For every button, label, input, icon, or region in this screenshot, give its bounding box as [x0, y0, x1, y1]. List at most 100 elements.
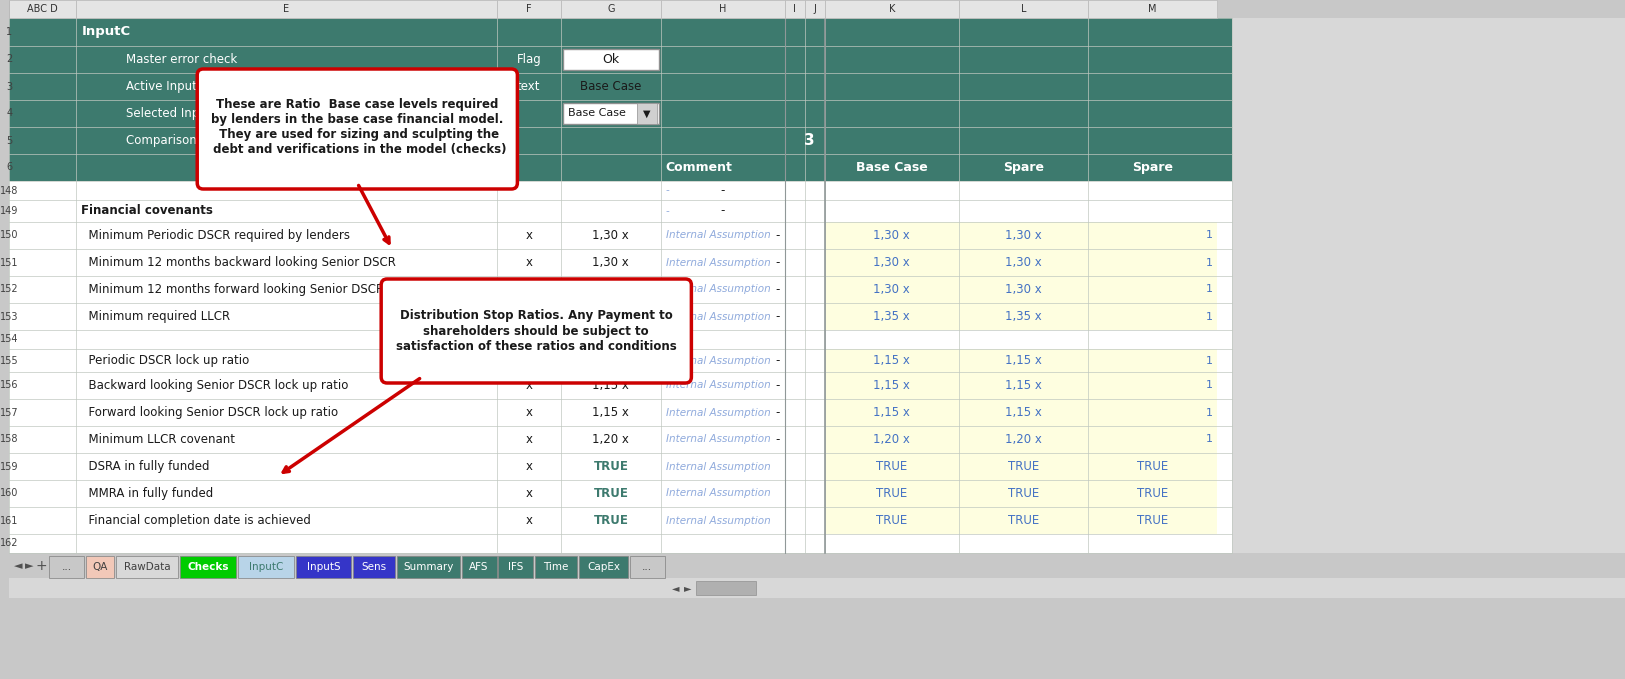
- Bar: [10, 18, 1232, 553]
- Bar: [10, 399, 1232, 426]
- Bar: [824, 507, 959, 534]
- Bar: [824, 0, 959, 18]
- Text: Spare: Spare: [1133, 161, 1173, 174]
- Text: -: -: [775, 310, 780, 323]
- Text: Internal Assumption: Internal Assumption: [666, 462, 770, 471]
- Text: 6: 6: [6, 162, 13, 172]
- Text: Backward looking Senior DSCR lock up ratio: Backward looking Senior DSCR lock up rat…: [81, 379, 348, 392]
- Text: 3: 3: [6, 81, 13, 92]
- Bar: [10, 200, 1232, 222]
- Bar: [1089, 222, 1217, 249]
- Text: 1,15 x: 1,15 x: [873, 379, 910, 392]
- Bar: [10, 222, 1232, 249]
- Bar: [180, 556, 236, 578]
- FancyBboxPatch shape: [382, 279, 691, 383]
- Bar: [115, 556, 179, 578]
- Text: H: H: [718, 4, 726, 14]
- Text: 3: 3: [804, 133, 816, 148]
- Text: TRUE: TRUE: [1138, 514, 1168, 527]
- Text: 2: 2: [6, 54, 13, 65]
- Text: InputC: InputC: [81, 26, 132, 39]
- Text: 1,15 x: 1,15 x: [1004, 379, 1042, 392]
- Text: 1: 1: [1206, 285, 1212, 295]
- Bar: [10, 100, 1232, 127]
- Bar: [824, 222, 959, 249]
- Bar: [237, 556, 294, 578]
- Text: x: x: [525, 406, 533, 419]
- Text: 152: 152: [0, 285, 18, 295]
- Text: -: -: [775, 406, 780, 419]
- Bar: [535, 556, 577, 578]
- FancyBboxPatch shape: [197, 69, 517, 189]
- Text: x: x: [525, 460, 533, 473]
- Bar: [630, 556, 665, 578]
- Text: x: x: [525, 256, 533, 269]
- Text: TRUE: TRUE: [1138, 460, 1168, 473]
- Text: 1,30 x: 1,30 x: [593, 283, 629, 296]
- Text: -: -: [775, 283, 780, 296]
- Text: x: x: [525, 229, 533, 242]
- Bar: [785, 0, 804, 18]
- Text: J: J: [812, 4, 816, 14]
- Text: -: -: [666, 206, 670, 216]
- Text: TRUE: TRUE: [876, 460, 907, 473]
- Text: Spare: Spare: [1003, 161, 1043, 174]
- Bar: [1089, 399, 1217, 426]
- Text: IFS: IFS: [509, 562, 523, 572]
- Bar: [824, 480, 959, 507]
- Text: 1,20 x: 1,20 x: [593, 433, 629, 446]
- Text: 156: 156: [0, 380, 18, 390]
- Text: -: -: [775, 229, 780, 242]
- Bar: [10, 372, 1232, 399]
- Text: 1,15 x: 1,15 x: [593, 379, 629, 392]
- Bar: [10, 480, 1232, 507]
- Text: Ok: Ok: [603, 53, 619, 66]
- Bar: [1089, 507, 1217, 534]
- Text: x: x: [525, 514, 533, 527]
- Bar: [10, 276, 1232, 303]
- Text: InputS: InputS: [307, 562, 340, 572]
- Bar: [824, 276, 959, 303]
- Text: Base Case: Base Case: [856, 161, 928, 174]
- Bar: [10, 330, 1232, 349]
- Text: Selected Input case: Selected Input case: [125, 107, 242, 120]
- Text: 1,15 x: 1,15 x: [873, 354, 910, 367]
- Text: QA: QA: [93, 562, 107, 572]
- Text: Base Case: Base Case: [580, 80, 642, 93]
- Text: text: text: [517, 80, 541, 93]
- Text: 1: 1: [1206, 312, 1212, 321]
- Text: ABC D: ABC D: [28, 4, 58, 14]
- Text: Comment: Comment: [666, 161, 733, 174]
- Text: Minimum 12 months forward looking Senior DSCR: Minimum 12 months forward looking Senior…: [81, 283, 384, 296]
- Bar: [10, 303, 1232, 330]
- Text: 153: 153: [0, 312, 18, 321]
- Bar: [959, 249, 1089, 276]
- Text: Flag: Flag: [517, 53, 541, 66]
- Text: 5: 5: [6, 136, 13, 145]
- Bar: [1232, 18, 1625, 553]
- Bar: [824, 249, 959, 276]
- Bar: [824, 453, 959, 480]
- Text: Base Case: Base Case: [569, 109, 626, 119]
- Text: -: -: [775, 433, 780, 446]
- Text: 1,15 x: 1,15 x: [1004, 354, 1042, 367]
- Text: TRUE: TRUE: [1008, 487, 1038, 500]
- Text: -: -: [720, 184, 725, 197]
- Bar: [1089, 453, 1217, 480]
- Text: 1,15 x: 1,15 x: [1004, 406, 1042, 419]
- Text: TRUE: TRUE: [876, 487, 907, 500]
- Text: 154: 154: [0, 335, 18, 344]
- Text: ►: ►: [684, 583, 692, 593]
- Text: TRUE: TRUE: [593, 487, 629, 500]
- Bar: [10, 181, 1232, 200]
- Text: InputC: InputC: [249, 562, 283, 572]
- Bar: [959, 276, 1089, 303]
- Text: M: M: [1149, 4, 1157, 14]
- Text: 150: 150: [0, 230, 18, 240]
- Bar: [660, 0, 785, 18]
- Text: 1: 1: [1206, 257, 1212, 268]
- Text: G: G: [608, 4, 614, 14]
- Text: Summary: Summary: [403, 562, 453, 572]
- Text: I: I: [793, 4, 796, 14]
- Text: 1,30 x: 1,30 x: [1006, 256, 1042, 269]
